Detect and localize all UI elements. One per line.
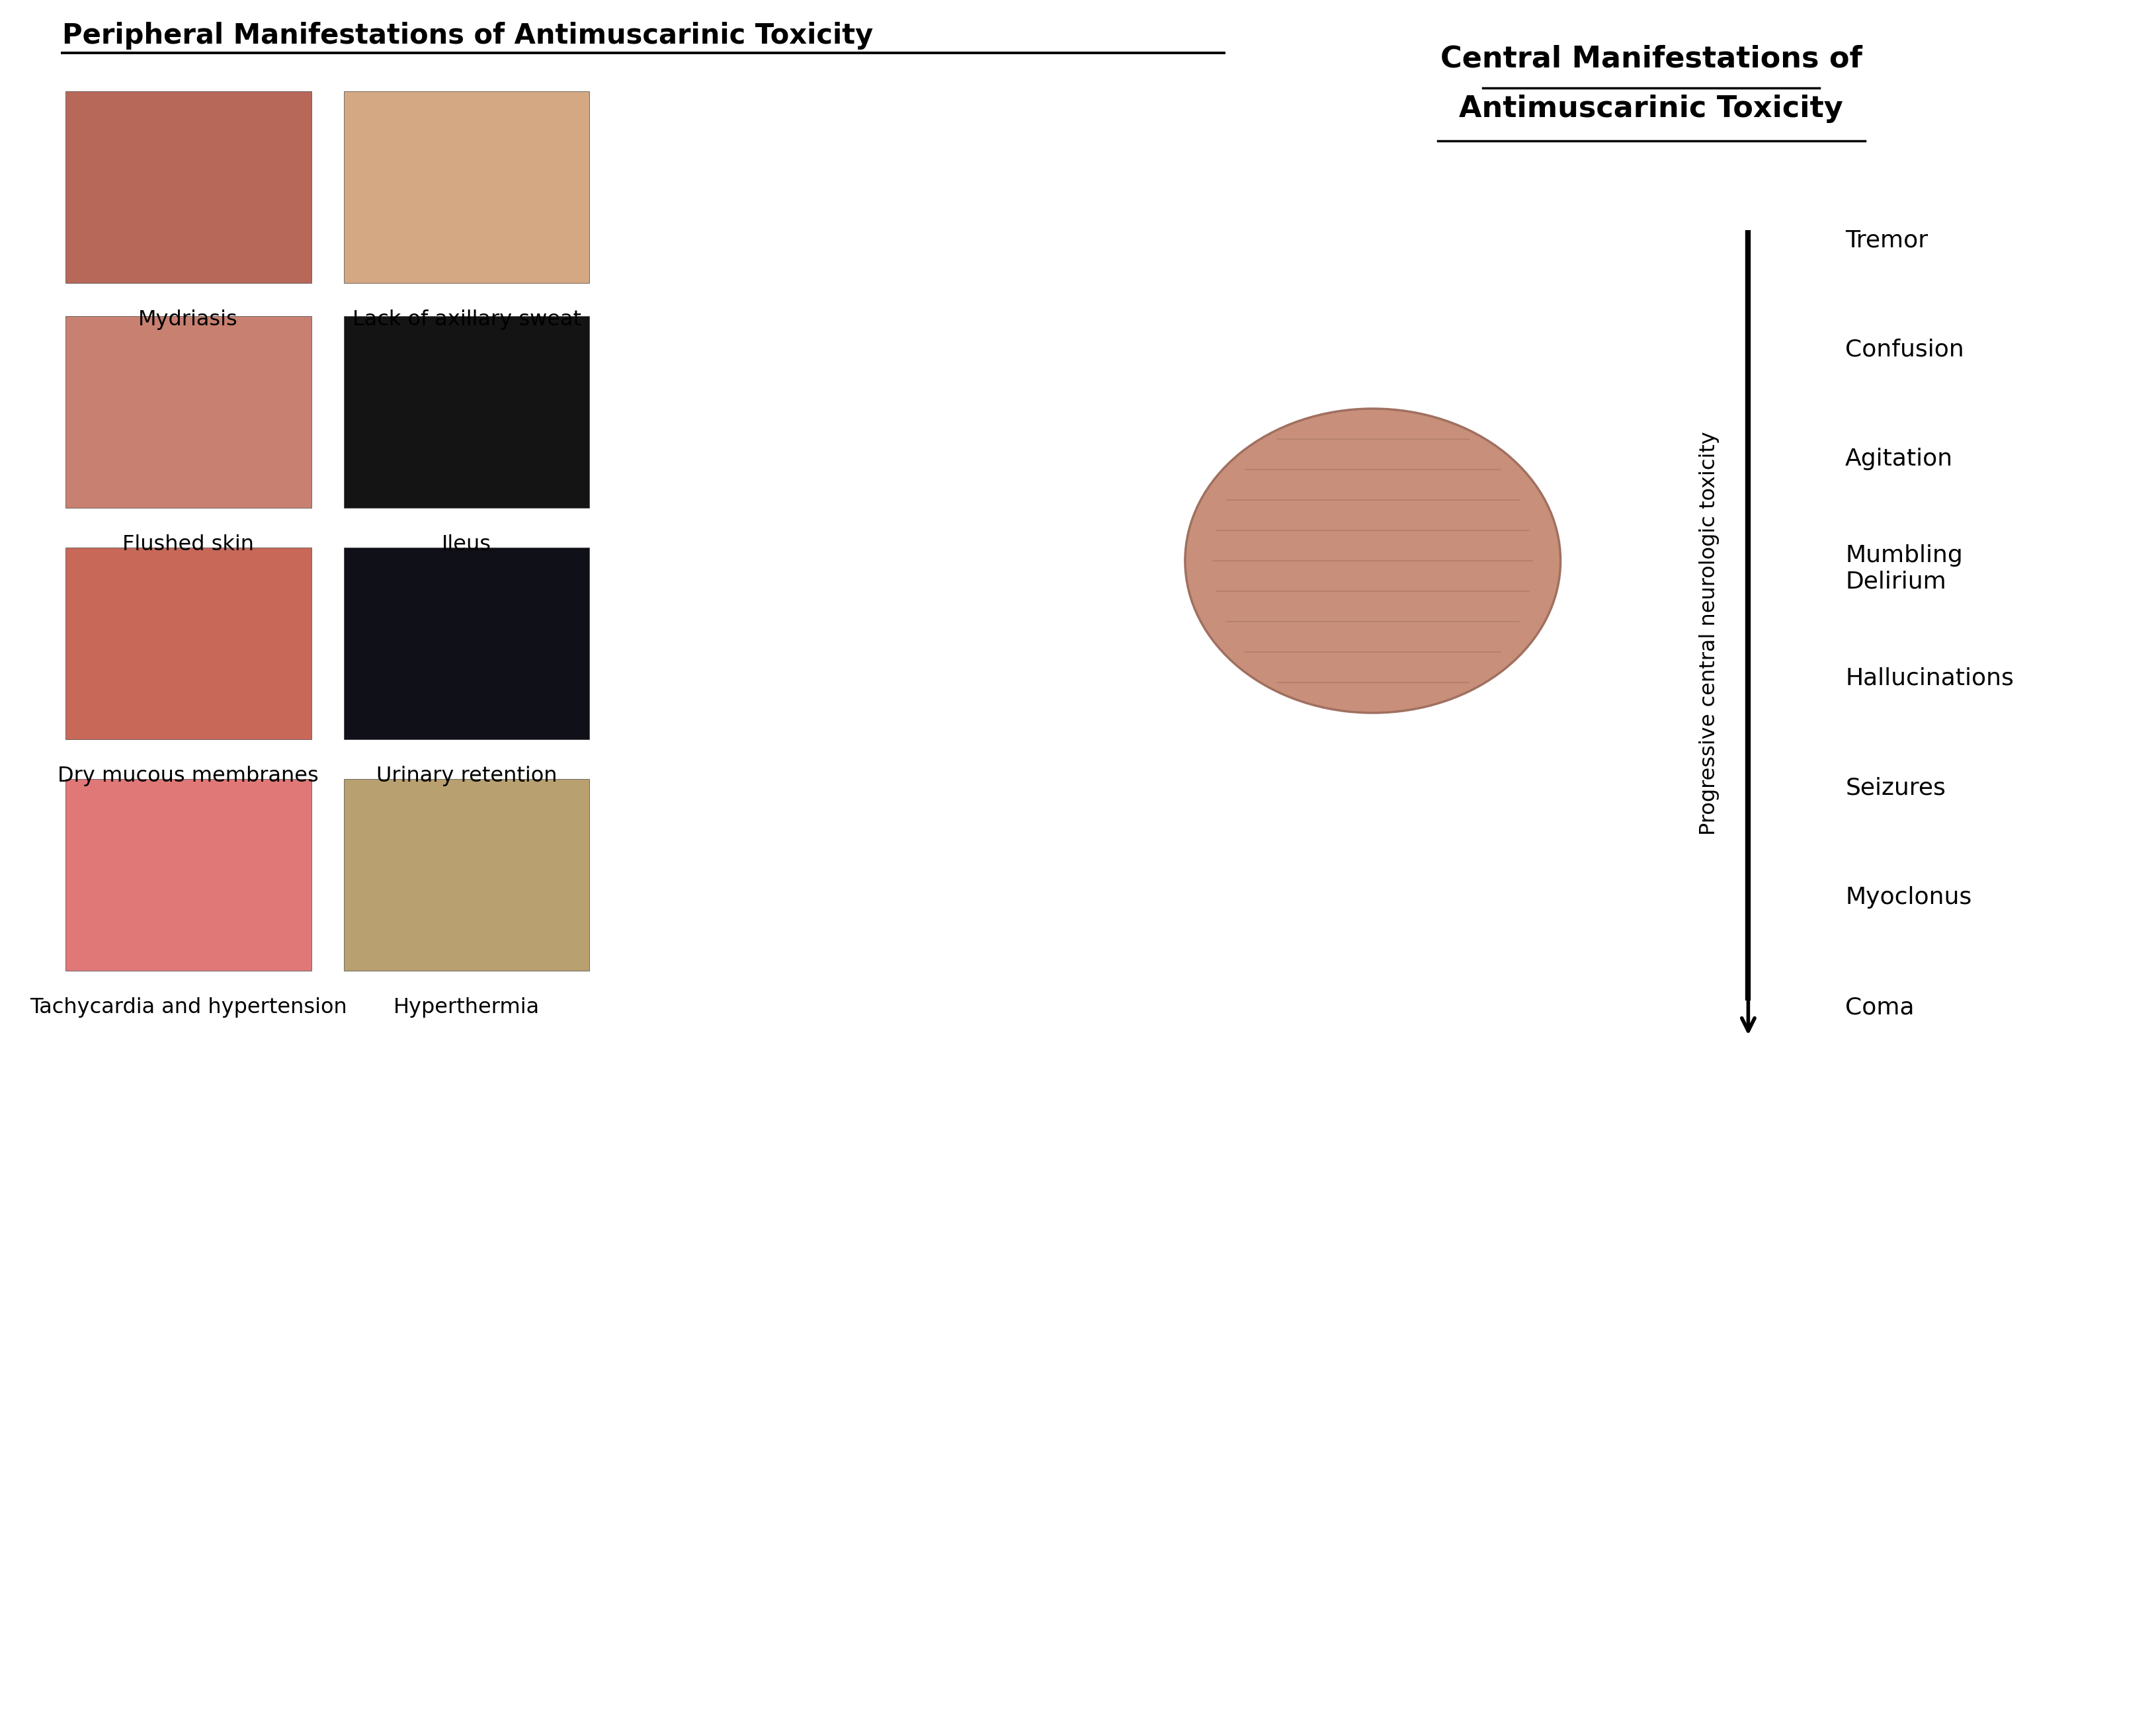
Text: Tachycardia and hypertension: Tachycardia and hypertension (30, 996, 347, 1017)
Text: Peripheral Manifestations of Antimuscarinic Toxicity: Peripheral Manifestations of Antimuscari… (63, 22, 873, 50)
Text: Tremor: Tremor (1846, 228, 1927, 251)
Text: Confusion: Confusion (1846, 338, 1964, 361)
Text: Seizures: Seizures (1846, 777, 1945, 799)
Text: Mydriasis: Mydriasis (138, 309, 237, 330)
Text: Ileus: Ileus (442, 534, 492, 555)
Text: Coma: Coma (1846, 996, 1915, 1019)
FancyBboxPatch shape (65, 316, 310, 509)
Text: Lack of axillary sweat: Lack of axillary sweat (351, 309, 580, 330)
Text: Progressive central neurologic toxicity: Progressive central neurologic toxicity (1699, 431, 1720, 835)
Text: Myoclonus: Myoclonus (1846, 886, 1973, 909)
FancyBboxPatch shape (343, 91, 589, 283)
FancyBboxPatch shape (343, 778, 589, 971)
Ellipse shape (1186, 409, 1561, 713)
Text: Urinary retention: Urinary retention (375, 766, 556, 787)
Text: Mumbling
Delirium: Mumbling Delirium (1846, 545, 1962, 593)
FancyBboxPatch shape (65, 91, 310, 283)
FancyBboxPatch shape (343, 548, 589, 739)
Text: Antimuscarinic Toxicity: Antimuscarinic Toxicity (1460, 94, 1843, 124)
FancyBboxPatch shape (65, 778, 310, 971)
Text: Flushed skin: Flushed skin (123, 534, 254, 555)
Text: Dry mucous membranes: Dry mucous membranes (58, 766, 319, 787)
Text: Hyperthermia: Hyperthermia (395, 996, 539, 1017)
Text: Central Manifestations of: Central Manifestations of (1440, 45, 1863, 74)
Text: Hallucinations: Hallucinations (1846, 667, 2014, 689)
FancyBboxPatch shape (65, 548, 310, 739)
Text: Agitation: Agitation (1846, 448, 1953, 471)
FancyBboxPatch shape (343, 316, 589, 509)
